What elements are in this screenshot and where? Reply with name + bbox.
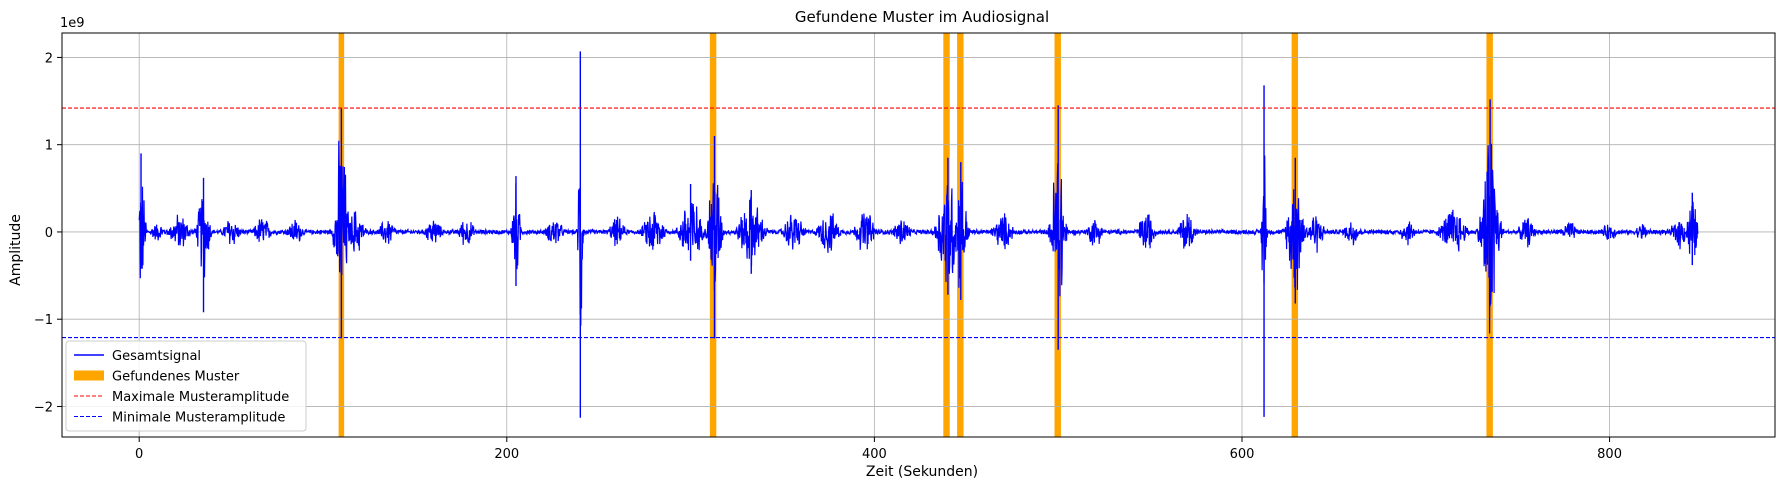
signal-layer [138,51,1699,418]
signal-line [138,140,1699,334]
legend-box [65,340,307,432]
legend-label: Gefundenes Muster [112,370,240,385]
x-tick-label: 200 [494,447,519,462]
y-axis-label: Amplitude [8,214,24,286]
legend-label: Maximale Musteramplitude [112,390,289,405]
y-axis-exponent: 1e9 [60,16,85,31]
reference-lines [62,107,1775,339]
x-axis-label: Zeit (Sekunden) [866,464,978,480]
y-tick-label: −1 [34,313,53,328]
plot-frame [61,32,1776,438]
y-tick-label: 1 [45,139,53,154]
x-tick-label: 600 [1230,447,1255,462]
x-tick-label: 0 [135,447,143,462]
y-tick-label: 0 [45,226,53,241]
x-tick-label: 400 [862,447,887,462]
y-axis-ticks: −2 −1 0 1 2 [34,51,62,415]
x-axis-ticks: 0 200 400 600 800 [135,437,1622,462]
x-tick-label: 800 [1597,447,1622,462]
legend-label: Gesamtsignal [112,349,201,364]
chart-title: Gefundene Muster im Audiosignal [795,8,1049,26]
pattern-span-2 [709,33,717,437]
y-tick-label: −2 [34,400,53,415]
y-tick-label: 2 [45,51,53,66]
legend-label: Minimale Musteramplitude [112,411,285,426]
legend-swatch-pattern [74,370,104,381]
legend: Gesamtsignal Gefundenes Muster Maximale Mu… [65,340,307,432]
